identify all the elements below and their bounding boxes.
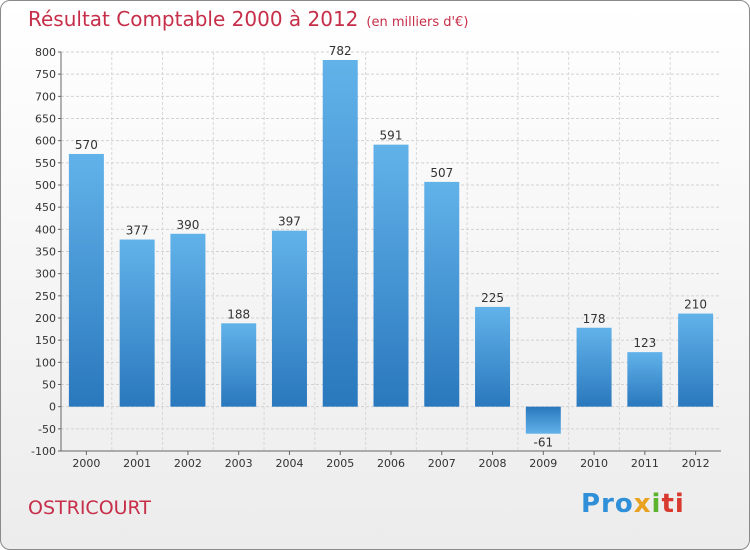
x-tick-label: 2005 — [326, 457, 354, 470]
data-label: 591 — [380, 129, 403, 143]
data-label: 397 — [278, 215, 301, 229]
bar — [475, 306, 511, 407]
x-tick-label: 2006 — [377, 457, 405, 470]
x-tick-label: 2010 — [580, 457, 608, 470]
data-label: 507 — [430, 166, 453, 180]
bar — [424, 181, 460, 407]
logo-part-3: i — [651, 489, 662, 519]
bar — [170, 233, 206, 407]
data-label: 377 — [126, 224, 149, 238]
bar — [627, 352, 663, 407]
bar — [525, 406, 561, 434]
data-label: 188 — [227, 307, 250, 321]
axes — [58, 51, 721, 455]
bar — [678, 313, 714, 407]
title-text: Résultat Comptable 2000 à 2012 — [28, 7, 359, 31]
data-label: 225 — [481, 291, 504, 305]
y-tick-label: 100 — [35, 356, 56, 369]
y-tick-label: 400 — [35, 223, 56, 236]
bar — [322, 59, 358, 407]
y-tick-label: 500 — [35, 179, 56, 192]
x-tick-label: 2000 — [72, 457, 100, 470]
data-label: 390 — [176, 218, 199, 232]
proxiti-logo: Proxiti — [581, 489, 685, 519]
x-tick-label: 2009 — [529, 457, 557, 470]
y-tick-label: 700 — [35, 90, 56, 103]
bar — [271, 230, 307, 407]
x-tick-label: 2011 — [631, 457, 659, 470]
y-tick-label: 800 — [35, 46, 56, 59]
bars — [68, 59, 714, 434]
data-label: 123 — [633, 336, 656, 350]
x-tick-label: 2007 — [428, 457, 456, 470]
bar — [373, 144, 409, 407]
y-tick-label: 450 — [35, 201, 56, 214]
y-tick-label: 0 — [49, 401, 56, 414]
y-tick-label: 250 — [35, 290, 56, 303]
y-tick-label: 650 — [35, 113, 56, 126]
x-tick-label: 2001 — [123, 457, 151, 470]
x-tick-label: 2012 — [682, 457, 710, 470]
x-tick-label: 2008 — [479, 457, 507, 470]
labels: -100 -50 0 50 100 150 200 250 300 350 400 450 500 550… — [31, 44, 710, 470]
bar — [119, 239, 155, 407]
bar — [576, 327, 612, 407]
y-tick-label: 50 — [42, 379, 56, 392]
y-tick-label: 600 — [35, 135, 56, 148]
logo-part-2: x — [633, 489, 652, 519]
y-tick-label: 200 — [35, 312, 56, 325]
data-label: 570 — [75, 138, 98, 152]
chart-subtitle: (en milliers d'€) — [366, 15, 469, 30]
x-tick-label: 2003 — [225, 457, 253, 470]
logo-part-1: Pro — [581, 489, 634, 519]
data-label: 782 — [329, 44, 352, 58]
y-tick-label: -100 — [31, 445, 56, 458]
data-label: 178 — [583, 312, 606, 326]
y-tick-label: 750 — [35, 68, 56, 81]
bar — [221, 323, 257, 407]
commune-name: OSTRICOURT — [28, 497, 151, 519]
chart-title: Résultat Comptable 2000 à 2012 (en millie… — [28, 7, 468, 31]
y-tick-label: 150 — [35, 334, 56, 347]
y-tick-label: 350 — [35, 246, 56, 259]
y-tick-label: 300 — [35, 268, 56, 281]
logo-part-4: ti — [661, 489, 685, 519]
y-tick-label: -50 — [38, 423, 56, 436]
data-label: 210 — [684, 298, 707, 312]
bar — [68, 153, 104, 407]
x-tick-label: 2004 — [275, 457, 303, 470]
data-label: -61 — [534, 436, 554, 450]
y-tick-label: 550 — [35, 157, 56, 170]
x-tick-label: 2002 — [174, 457, 202, 470]
